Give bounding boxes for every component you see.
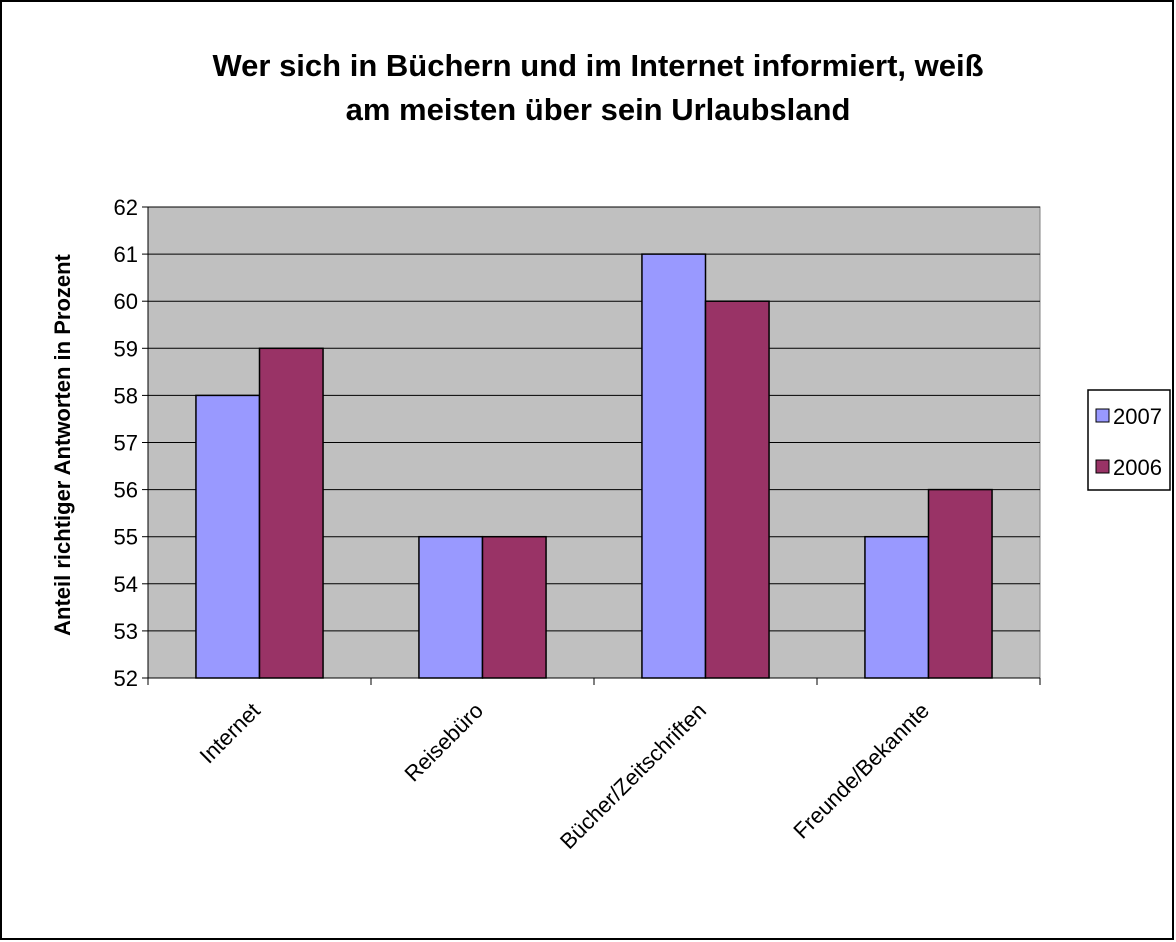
y-tick-label: 57 <box>114 431 138 456</box>
legend-swatch <box>1095 408 1110 423</box>
y-tick-label: 59 <box>114 336 138 361</box>
bar <box>864 535 930 679</box>
legend-label: 2006 <box>1113 455 1162 480</box>
y-tick-label: 55 <box>114 525 138 550</box>
y-tick-label: 60 <box>114 289 138 314</box>
legend-label: 2007 <box>1113 404 1162 429</box>
y-tick-label: 52 <box>114 666 138 691</box>
legend-swatch <box>1095 459 1110 474</box>
bar <box>704 300 770 679</box>
y-tick-label: 62 <box>114 195 138 220</box>
y-tick-label: 56 <box>114 478 138 503</box>
y-axis-label: Anteil richtiger Antworten in Prozent <box>50 253 75 635</box>
y-tick-label: 54 <box>114 572 138 597</box>
y-tick-label: 53 <box>114 619 138 644</box>
bar <box>418 535 484 679</box>
bar <box>927 488 993 679</box>
bar <box>481 535 547 679</box>
bar <box>641 253 707 679</box>
y-tick-label: 58 <box>114 383 138 408</box>
chart-title: am meisten über sein Urlaubsland <box>346 92 851 127</box>
bar <box>258 347 324 679</box>
y-tick-label: 61 <box>114 242 138 267</box>
chart-title: Wer sich in Büchern und im Internet info… <box>212 48 983 83</box>
bar <box>195 394 261 679</box>
